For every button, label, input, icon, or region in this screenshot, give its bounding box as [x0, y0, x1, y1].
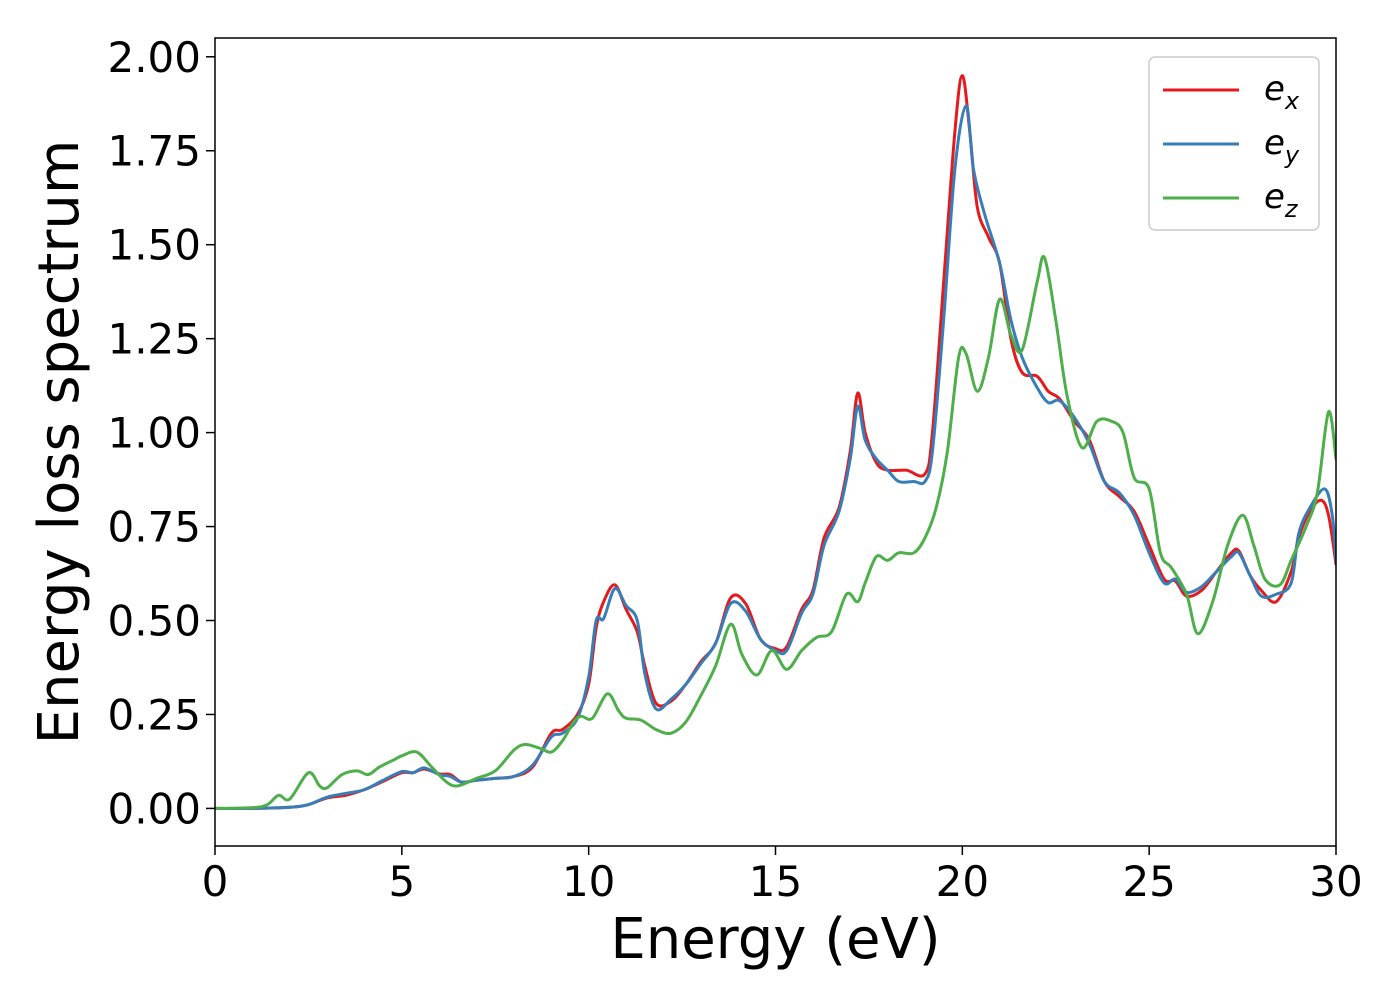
y-tick-label: 1.75 [107, 127, 201, 176]
series-line-ez [215, 254, 1336, 810]
y-tick-label: 0.25 [107, 690, 201, 739]
x-axis-title: Energy (eV) [610, 907, 940, 972]
x-tick-label: 30 [1309, 857, 1362, 906]
x-tick-label: 10 [562, 857, 615, 906]
x-tick-label: 25 [1122, 857, 1175, 906]
legend-entry: ex [1264, 69, 1300, 115]
x-tick-label: 15 [749, 857, 802, 906]
y-tick-label: 1.50 [107, 221, 201, 270]
legend-entry: ey [1264, 123, 1300, 169]
y-tick-label: 2.00 [107, 33, 201, 82]
x-tick-label: 5 [388, 857, 415, 906]
y-tick-label: 1.00 [107, 409, 201, 458]
y-tick-label: 0.00 [107, 784, 201, 833]
legend-entry: ez [1264, 177, 1299, 223]
x-tick-label: 20 [936, 857, 989, 906]
y-tick-label: 1.25 [107, 315, 201, 364]
y-tick-label: 0.75 [107, 503, 201, 552]
x-axis: 0 5 10 15 20 25 30 [202, 846, 1363, 906]
y-axis: 0.00 0.25 0.50 0.75 1.00 1.25 1.50 1.75 2.00 [107, 33, 215, 833]
legend: ex ey ez [1148, 56, 1320, 231]
y-tick-label: 0.50 [107, 597, 201, 646]
y-axis-title: Energy loss spectrum [27, 140, 92, 745]
plot-lines [215, 74, 1336, 811]
x-tick-label: 0 [202, 857, 229, 906]
series-line-ey [215, 104, 1336, 811]
